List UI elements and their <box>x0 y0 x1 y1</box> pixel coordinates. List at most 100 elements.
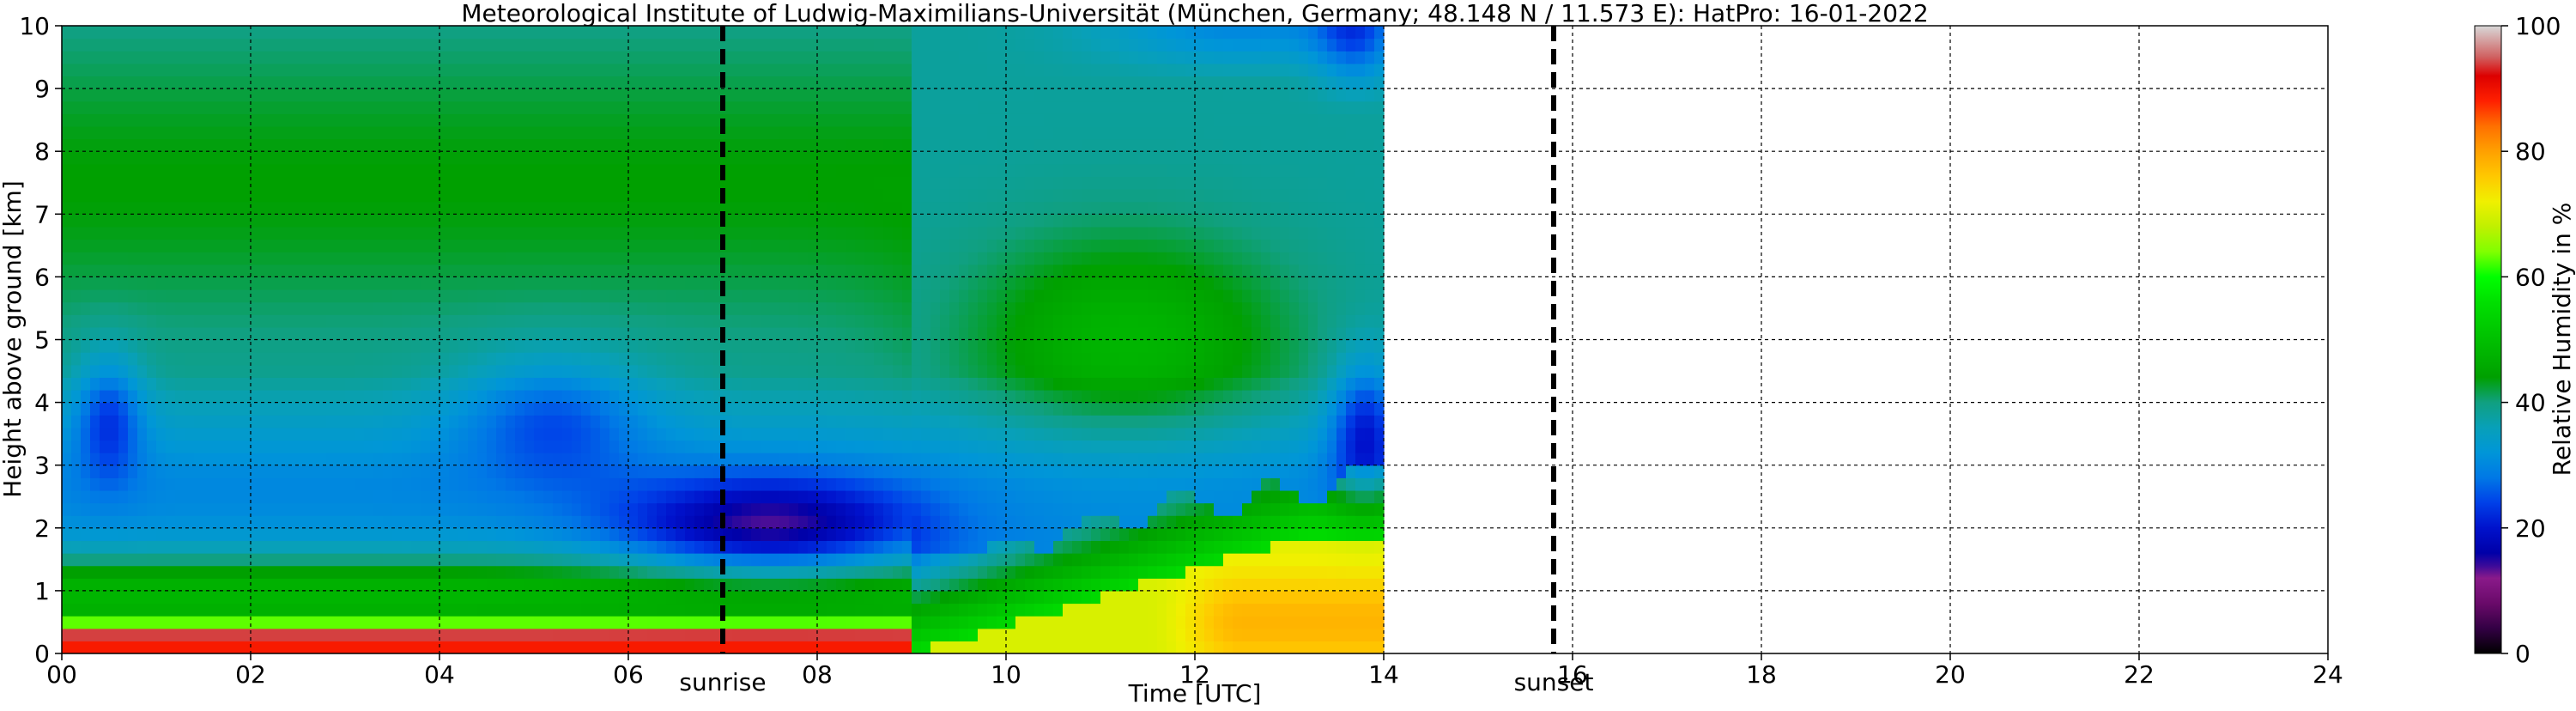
heatmap-cell <box>883 364 894 378</box>
heatmap-cell <box>373 214 384 228</box>
heatmap-cell <box>534 264 544 277</box>
heatmap-cell <box>808 628 818 641</box>
heatmap-cell <box>827 138 837 152</box>
heatmap-cell <box>468 201 478 215</box>
heatmap-cell <box>846 326 856 341</box>
heatmap-cell <box>288 189 299 203</box>
heatmap-cell <box>609 138 620 152</box>
heatmap-cell <box>959 113 969 127</box>
heatmap-cell <box>118 201 129 215</box>
heatmap-cell <box>326 453 336 466</box>
heatmap-cell <box>383 502 393 516</box>
heatmap-cell <box>100 252 110 265</box>
heatmap-cell <box>383 641 393 653</box>
heatmap-cell <box>836 151 846 165</box>
heatmap-cell <box>118 489 129 504</box>
heatmap-cell <box>893 176 903 190</box>
heatmap-cell <box>940 389 950 404</box>
heatmap-cell <box>704 641 714 653</box>
heatmap-cell <box>156 402 167 416</box>
heatmap-cell <box>71 176 82 190</box>
heatmap-cell <box>185 553 195 567</box>
heatmap-cell <box>591 252 601 265</box>
heatmap-cell <box>827 26 837 40</box>
heatmap-cell <box>232 553 242 567</box>
heatmap-cell <box>779 100 790 114</box>
heatmap-cell <box>543 289 554 303</box>
heatmap-cell <box>694 76 705 89</box>
heatmap-cell <box>166 76 176 89</box>
heatmap-cell <box>581 76 591 89</box>
heatmap-cell <box>808 477 818 491</box>
heatmap-cell <box>118 616 129 629</box>
heatmap-cell <box>298 100 308 114</box>
heatmap-cell <box>430 465 440 478</box>
heatmap-cell <box>128 402 138 416</box>
heatmap-cell <box>959 477 969 491</box>
heatmap-cell <box>430 38 440 52</box>
heatmap-cell <box>685 88 695 102</box>
heatmap-cell <box>883 189 894 203</box>
heatmap-cell <box>619 352 629 366</box>
heatmap-cell <box>543 163 554 178</box>
heatmap-cell <box>156 540 167 554</box>
heatmap-cell <box>166 565 176 579</box>
heatmap-cell <box>430 628 440 641</box>
heatmap-cell <box>827 527 837 542</box>
heatmap-cell <box>260 301 270 315</box>
heatmap-cell <box>581 163 591 178</box>
heatmap-cell <box>647 214 658 228</box>
heatmap-cell <box>609 578 620 592</box>
heatmap-cell <box>449 76 459 89</box>
heatmap-cell <box>694 125 705 140</box>
heatmap-cell <box>118 477 129 491</box>
heatmap-cell <box>458 276 469 290</box>
heatmap-cell <box>175 603 185 617</box>
heatmap-cell <box>591 628 601 641</box>
heatmap-cell <box>902 440 912 453</box>
heatmap-cell <box>194 100 204 114</box>
heatmap-cell <box>864 76 875 89</box>
heatmap-cell <box>628 339 639 353</box>
heatmap-cell <box>827 289 837 303</box>
heatmap-cell <box>477 151 488 165</box>
heatmap-cell <box>373 51 384 64</box>
heatmap-cell <box>279 301 289 315</box>
heatmap-cell <box>609 176 620 190</box>
heatmap-cell <box>270 477 280 491</box>
heatmap-cell <box>336 226 346 240</box>
heatmap-cell <box>439 389 450 404</box>
heatmap-cell <box>213 289 223 303</box>
heatmap-cell <box>770 453 780 466</box>
heatmap-cell <box>798 364 809 378</box>
heatmap-cell <box>723 314 733 328</box>
heatmap-cell <box>298 402 308 416</box>
heatmap-cell <box>572 440 582 453</box>
heatmap-cell <box>930 51 941 64</box>
heatmap-cell <box>534 276 544 290</box>
heatmap-cell <box>893 63 903 77</box>
heatmap-cell <box>855 502 865 516</box>
heatmap-cell <box>997 377 1007 391</box>
heatmap-cell <box>808 502 818 516</box>
heatmap-cell <box>572 616 582 629</box>
heatmap-cell <box>156 252 167 265</box>
heatmap-cell <box>704 38 714 52</box>
heatmap-cell <box>987 214 997 228</box>
heatmap-cell <box>373 415 384 428</box>
heatmap-cell <box>373 252 384 265</box>
heatmap-cell <box>288 377 299 391</box>
heatmap-cell <box>761 402 771 416</box>
heatmap-cell <box>213 38 223 52</box>
heatmap-cell <box>902 113 912 127</box>
heatmap-cell <box>317 301 327 315</box>
heatmap-cell <box>421 377 431 391</box>
heatmap-cell <box>307 63 318 77</box>
heatmap-cell <box>477 377 488 391</box>
heatmap-cell <box>487 540 497 554</box>
heatmap-cell <box>770 63 780 77</box>
heatmap-cell <box>846 553 856 567</box>
heatmap-cell <box>260 590 270 605</box>
heatmap-cell <box>232 352 242 366</box>
heatmap-cell <box>90 314 100 328</box>
